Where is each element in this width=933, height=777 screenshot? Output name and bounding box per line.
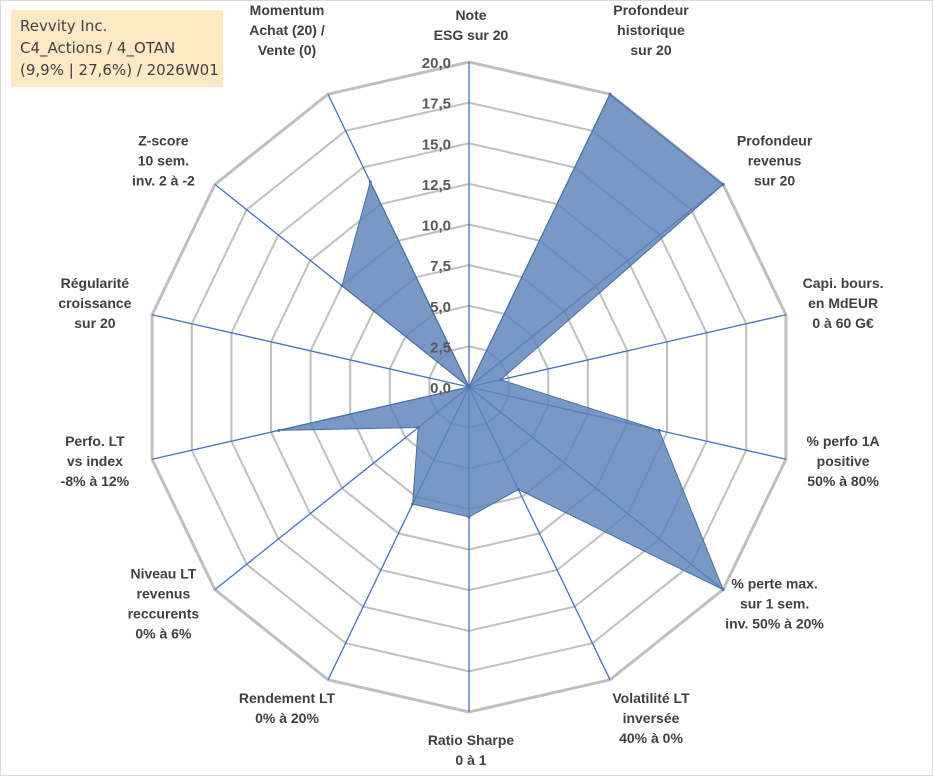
company-name: Revvity Inc. [20, 17, 108, 35]
category-label-line: reccurents [128, 605, 200, 621]
category-label-line: Volatilité LT [612, 690, 690, 706]
category-label-line: % perte max. [731, 575, 817, 591]
category-label-line: Régularité [61, 275, 130, 291]
category-label-line: Rendement LT [239, 690, 336, 706]
category-label: Z-score 10 sem. inv. 2 à -2 [132, 133, 195, 189]
category-label-line: 0 à 60 G€ [812, 315, 874, 331]
category-label-line: sur 20 [754, 173, 795, 189]
data-point [411, 502, 415, 506]
tick-label: 7,5 [430, 258, 451, 275]
category-label-line: positive [817, 453, 870, 469]
category-label-line: en MdEUR [808, 295, 878, 311]
category-label: Note ESG sur 20 [434, 7, 509, 43]
category-label-line: Capi. bours. [803, 275, 884, 291]
data-point [608, 92, 612, 96]
category-label-line: sur 1 sem. [740, 595, 809, 611]
category-label-line: -8% à 12% [61, 473, 130, 489]
portfolio-label: C4_Actions / 4_OTAN [20, 39, 176, 57]
tick-label: 5,0 [430, 299, 451, 316]
category-label-line: Niveau LT [130, 565, 196, 581]
category-label-line: ESG sur 20 [434, 27, 509, 43]
category-label-line: inversée [623, 710, 680, 726]
series-area [278, 93, 725, 591]
category-label-line: Momentum [250, 2, 325, 18]
category-label-line: Note [455, 7, 486, 23]
category-label: Momentum Achat (20) / Vente (0) [249, 2, 325, 58]
tick-label: 2,5 [430, 339, 451, 356]
category-label: Volatilité LT inversée 40% à 0% [612, 690, 690, 746]
tick-label: 20,0 [422, 55, 451, 72]
category-label-line: revenus [748, 153, 802, 169]
data-point [416, 426, 420, 429]
data-point [657, 428, 661, 432]
category-label-line: inv. 2 à -2 [132, 173, 195, 189]
category-label: Perfo. LT vs index -8% à 12% [61, 433, 130, 489]
category-label-line: 10 sem. [138, 153, 189, 169]
data-point [467, 385, 471, 389]
category-label: Régularité croissance sur 20 [58, 275, 131, 331]
category-label: Profondeur revenus sur 20 [737, 133, 813, 189]
data-point [516, 488, 520, 491]
category-label-line: historique [617, 22, 685, 38]
category-label-line: Profondeur [613, 2, 689, 18]
category-label: Niveau LT revenus reccurents 0% à 6% [128, 565, 200, 641]
category-label: Capi. bours. en MdEUR 0 à 60 G€ [803, 275, 884, 331]
tick-label: 17,5 [422, 96, 451, 113]
axis-spoke [151, 314, 470, 388]
category-label-line: revenus [137, 585, 191, 601]
category-label-line: 40% à 0% [619, 730, 683, 746]
data-point [340, 284, 344, 288]
tick-label: 15,0 [422, 136, 451, 153]
tick-label: 12,5 [422, 177, 451, 194]
stats-label: (9,9% | 27,6%) / 2026W01 [20, 61, 219, 79]
category-label-line: Perfo. LT [65, 433, 125, 449]
category-label-line: 0 à 1 [455, 752, 486, 768]
axis-spoke [468, 314, 787, 388]
category-label: Profondeur historique sur 20 [613, 2, 689, 58]
category-label-line: Achat (20) / [249, 22, 325, 38]
data-point [721, 182, 725, 186]
category-label: Rendement LT 0% à 20% [239, 690, 336, 726]
category-label-line: sur 20 [630, 42, 671, 58]
category-label-line: inv. 50% à 20% [725, 615, 824, 631]
category-label-line: sur 20 [74, 315, 115, 331]
data-point [721, 588, 725, 592]
category-label: % perte max. sur 1 sem. inv. 50% à 20% [725, 575, 824, 631]
info-box: Revvity Inc. C4_Actions / 4_OTAN (9,9% |… [11, 10, 223, 87]
category-label-line: 0% à 20% [255, 710, 319, 726]
category-label-line: Vente (0) [258, 42, 316, 58]
category-label-line: vs index [67, 453, 123, 469]
category-label-line: 0% à 6% [135, 625, 192, 641]
category-label-line: Z-score [138, 133, 189, 149]
data-point [467, 515, 471, 519]
category-label: % perfo 1A positive 50% à 80% [807, 433, 880, 489]
data-point [368, 180, 372, 184]
data-point [277, 428, 281, 432]
data-point [499, 378, 503, 382]
category-label-line: Profondeur [737, 133, 813, 149]
category-label-line: Ratio Sharpe [428, 732, 515, 748]
category-label-line: 50% à 80% [807, 473, 879, 489]
category-label-line: croissance [58, 295, 131, 311]
category-label-line: % perfo 1A [807, 433, 880, 449]
tick-label: 0,0 [430, 380, 451, 397]
category-label: Ratio Sharpe 0 à 1 [428, 732, 515, 768]
tick-label: 10,0 [422, 218, 451, 235]
